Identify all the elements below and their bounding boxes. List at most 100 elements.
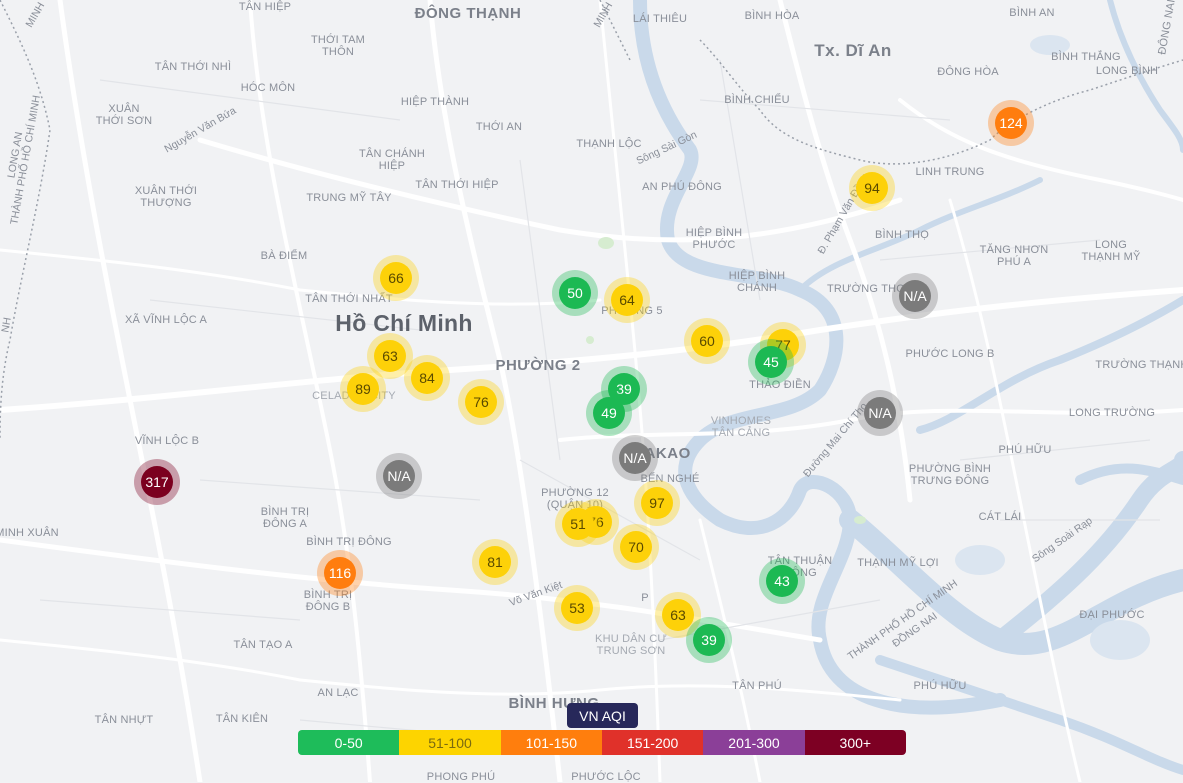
place-label: PHƯỚC LỘC: [571, 771, 641, 783]
aqi-marker-halo: [317, 550, 363, 596]
place-label: BẾN NGHÉ: [640, 473, 700, 485]
aqi-marker-halo: [655, 592, 701, 638]
place-label: AN PHÚ ĐÔNG: [642, 181, 722, 193]
aqi-marker[interactable]: 60: [684, 318, 730, 364]
place-label: THỚI TAM THÔN: [310, 34, 366, 58]
aqi-marker[interactable]: 63: [655, 592, 701, 638]
legend-range: 300+: [804, 730, 906, 755]
place-label: PHƯỚC LONG B: [905, 348, 995, 360]
aqi-value: 39: [616, 381, 632, 397]
place-label: TÂN TẠO A: [233, 639, 293, 651]
place-label: BÌNH TRỊ ĐÔNG A: [260, 506, 310, 530]
place-label: TÂN PHÚ: [732, 680, 782, 692]
aqi-marker[interactable]: 116: [317, 550, 363, 596]
place-label: THẠNH LỘC: [576, 138, 642, 150]
place-label: TRƯỜNG THẠNH: [1095, 359, 1183, 371]
place-label: BÌNH AN: [1009, 7, 1055, 19]
aqi-value: 50: [567, 285, 583, 301]
aqi-value: 70: [628, 539, 644, 555]
legend-range: 201-300: [703, 730, 805, 755]
aqi-value: N/A: [868, 405, 892, 421]
aqi-marker[interactable]: N/A: [376, 453, 422, 499]
place-label: BÀ ĐIỂM: [260, 250, 308, 262]
place-label: BÌNH THẮNG: [1051, 51, 1121, 63]
aqi-marker[interactable]: 43: [759, 558, 805, 604]
place-label: MINH XUÂN: [0, 527, 59, 539]
aqi-marker-halo: [554, 585, 600, 631]
aqi-marker[interactable]: 50: [552, 270, 598, 316]
aqi-marker[interactable]: 63: [367, 333, 413, 379]
aqi-value: 53: [569, 600, 585, 616]
aqi-marker[interactable]: 70: [613, 524, 659, 570]
place-label: LONG TRƯỜNG: [1068, 407, 1156, 419]
aqi-marker-halo: [849, 165, 895, 211]
place-label: KHU DÂN CƯ TRUNG SƠN: [595, 633, 667, 657]
place-label: TRƯỜNG THỌ: [826, 283, 906, 295]
place-label: HIỆP BÌNH CHÁNH: [728, 270, 786, 294]
aqi-value: 49: [601, 405, 617, 421]
aqi-marker[interactable]: N/A: [612, 435, 658, 481]
river-saigon: [633, 0, 1183, 775]
aqi-marker[interactable]: 39: [686, 617, 732, 663]
aqi-marker-halo: [586, 390, 632, 436]
aqi-marker-halo: [458, 379, 504, 425]
aqi-marker[interactable]: 124: [988, 100, 1034, 146]
place-label: Tx. Dĩ An: [814, 41, 892, 60]
aqi-marker-halo: [552, 270, 598, 316]
place-label: TĂNG NHƠN PHÚ A: [979, 244, 1049, 268]
place-label: THẠNH MỸ LỢI: [857, 557, 939, 569]
aqi-marker[interactable]: 317: [134, 459, 180, 505]
aqi-marker-halo: [684, 318, 730, 364]
legend-range: 0-50: [298, 730, 400, 755]
place-label: LÁI THIÊU: [632, 13, 688, 25]
aqi-value: 64: [619, 292, 635, 308]
aqi-marker-halo: [472, 539, 518, 585]
aqi-marker[interactable]: 51: [555, 501, 601, 547]
aqi-marker-halo: [604, 277, 650, 323]
water-areas: [955, 35, 1150, 660]
aqi-marker[interactable]: 53: [554, 585, 600, 631]
road-label: NH: [0, 316, 14, 334]
place-label: PHƯỜNG BÌNH TRƯNG ĐÔNG: [908, 463, 992, 487]
aqi-marker[interactable]: 49: [586, 390, 632, 436]
place-label: VĨNH LỘC B: [134, 435, 200, 447]
aqi-marker[interactable]: 45: [748, 339, 794, 385]
aqi-marker-halo: [134, 459, 180, 505]
aqi-marker-halo: [340, 366, 386, 412]
place-label: CÁT LÁI: [978, 511, 1022, 523]
aqi-marker[interactable]: 94: [849, 165, 895, 211]
aqi-marker[interactable]: 81: [472, 539, 518, 585]
aqi-marker-halo: [988, 100, 1034, 146]
aqi-value: 89: [355, 381, 371, 397]
aqi-marker[interactable]: 89: [340, 366, 386, 412]
aqi-marker[interactable]: N/A: [892, 273, 938, 319]
place-label: ĐÔNG THẠNH: [414, 5, 522, 22]
aqi-marker[interactable]: 84: [404, 355, 450, 401]
aqi-marker-halo: [404, 355, 450, 401]
place-label: PHÚ HỮU: [913, 680, 967, 692]
place-label: LONG THẠNH MỸ: [1081, 239, 1141, 263]
place-label: TÂN CHÁNH HIỆP: [359, 148, 425, 172]
aqi-value: 81: [487, 554, 503, 570]
place-label: XUÂN THỚI SƠN: [95, 103, 153, 127]
aqi-value: 60: [699, 333, 715, 349]
place-label: HIỆP BÌNH PHƯỚC: [685, 227, 743, 251]
aqi-marker-halo: [367, 333, 413, 379]
aqi-marker[interactable]: N/A: [857, 390, 903, 436]
aqi-value: 116: [328, 565, 352, 581]
aqi-value: N/A: [903, 288, 927, 304]
aqi-marker[interactable]: 66: [373, 255, 419, 301]
place-label: TÂN THỚI NHẤT: [305, 293, 393, 305]
aqi-marker[interactable]: 76: [458, 379, 504, 425]
place-label: TÂN THỚI NHÌ: [154, 61, 232, 73]
place-label: THẢO ĐIỀN: [749, 379, 811, 391]
legend-range: 101-150: [500, 730, 602, 755]
place-label: LONG BÌNH: [1095, 65, 1159, 77]
place-label: LINH TRUNG: [915, 166, 985, 178]
aqi-marker[interactable]: 64: [604, 277, 650, 323]
aqi-marker[interactable]: 97: [634, 480, 680, 526]
place-label: HÓC MÔN: [240, 82, 296, 94]
place-label: PHÚ HỮU: [998, 444, 1052, 456]
